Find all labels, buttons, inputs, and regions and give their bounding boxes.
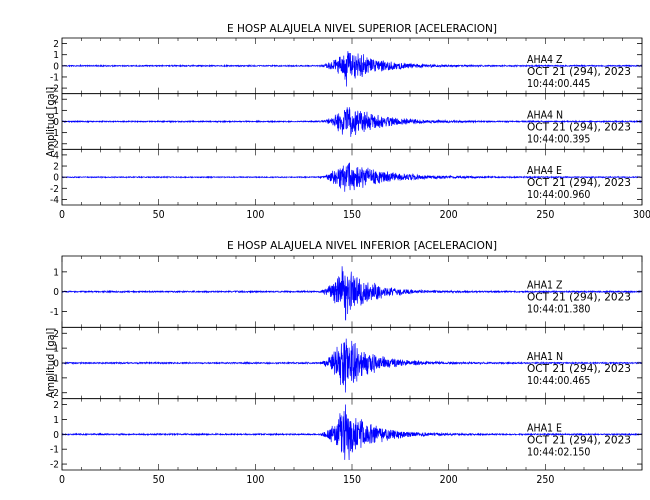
y-tick-label: 1 (53, 106, 59, 117)
y-tick-label: 1 (53, 415, 59, 426)
y-tick-label: -1 (50, 445, 59, 456)
station-time: 10:44:00.445 (527, 78, 590, 90)
chart-title: E HOSP ALAJUELA NIVEL INFERIOR [ACELERAC… (227, 239, 497, 252)
station-time: 10:44:02.150 (527, 446, 590, 458)
station-label: AHA4 E (527, 165, 562, 177)
station-time: 10:44:00.395 (527, 134, 590, 146)
x-tick-label: 150 (343, 474, 361, 486)
y-axis-label: Amplitud [gal] (44, 328, 57, 399)
y-tick-label: 1 (53, 344, 59, 355)
x-tick-label: 250 (536, 474, 554, 486)
y-tick-label: 2 (53, 95, 59, 106)
station-label: AHA4 N (527, 110, 563, 122)
station-label: AHA4 Z (527, 54, 563, 66)
x-tick-label: 0 (59, 474, 65, 486)
station-label: AHA1 Z (527, 280, 563, 292)
x-tick-label: 50 (153, 474, 165, 486)
y-tick-label: -1 (50, 72, 59, 83)
y-tick-label: 2 (53, 162, 59, 173)
x-tick-label: 300 (633, 209, 650, 221)
station-label: AHA1 N (527, 351, 563, 363)
y-tick-label: -1 (50, 307, 59, 318)
y-tick-label: -2 (50, 460, 59, 471)
station-time: 10:44:00.465 (527, 375, 590, 387)
y-tick-label: 1 (53, 267, 59, 278)
y-tick-label: -4 (50, 195, 59, 206)
y-tick-label: -1 (50, 128, 59, 139)
waveform-trace (61, 51, 643, 87)
x-tick-label: 0 (59, 209, 65, 221)
y-tick-label: -1 (50, 373, 59, 384)
station-time: 10:44:00.960 (527, 189, 590, 201)
y-tick-label: 4 (53, 150, 59, 161)
station-label: AHA1 E (527, 422, 562, 434)
waveform-trace (61, 338, 643, 393)
y-tick-label: -2 (50, 388, 59, 399)
x-tick-label: 100 (246, 209, 264, 221)
y-tick-label: 0 (53, 117, 59, 128)
station-date: OCT 21 (294), 2023 (527, 434, 631, 446)
station-date: OCT 21 (294), 2023 (527, 363, 631, 375)
y-tick-label: 2 (53, 39, 59, 50)
y-tick-label: 0 (53, 61, 59, 72)
waveform-trace (61, 266, 643, 321)
y-tick-label: 0 (53, 287, 59, 298)
x-tick-label: 150 (343, 209, 361, 221)
x-tick-label: 50 (153, 209, 165, 221)
y-tick-label: 0 (53, 173, 59, 184)
station-date: OCT 21 (294), 2023 (527, 66, 631, 78)
waveform-trace (61, 107, 643, 137)
x-tick-label: 200 (440, 209, 458, 221)
chart-title: E HOSP ALAJUELA NIVEL SUPERIOR [ACELERAC… (227, 22, 497, 35)
y-tick-label: 1 (53, 50, 59, 61)
y-tick-label: 2 (53, 329, 59, 340)
y-tick-label: 2 (53, 400, 59, 411)
y-tick-label: -2 (50, 84, 59, 95)
waveform-trace (61, 162, 643, 192)
y-tick-label: -2 (50, 139, 59, 150)
x-tick-label: 200 (440, 474, 458, 486)
chart-1: E HOSP ALAJUELA NIVEL SUPERIOR [ACELERAC… (44, 22, 650, 221)
station-time: 10:44:01.380 (527, 304, 590, 316)
y-tick-label: 0 (53, 430, 59, 441)
x-tick-label: 250 (536, 209, 554, 221)
station-date: OCT 21 (294), 2023 (527, 122, 631, 134)
waveform-trace (61, 404, 643, 461)
y-tick-label: -2 (50, 184, 59, 195)
chart-2: E HOSP ALAJUELA NIVEL INFERIOR [ACELERAC… (44, 239, 643, 486)
y-tick-label: 0 (53, 359, 59, 370)
y-axis-label: Amplitud [gal] (44, 87, 57, 158)
station-date: OCT 21 (294), 2023 (527, 292, 631, 304)
x-tick-label: 100 (246, 474, 264, 486)
station-date: OCT 21 (294), 2023 (527, 177, 631, 189)
